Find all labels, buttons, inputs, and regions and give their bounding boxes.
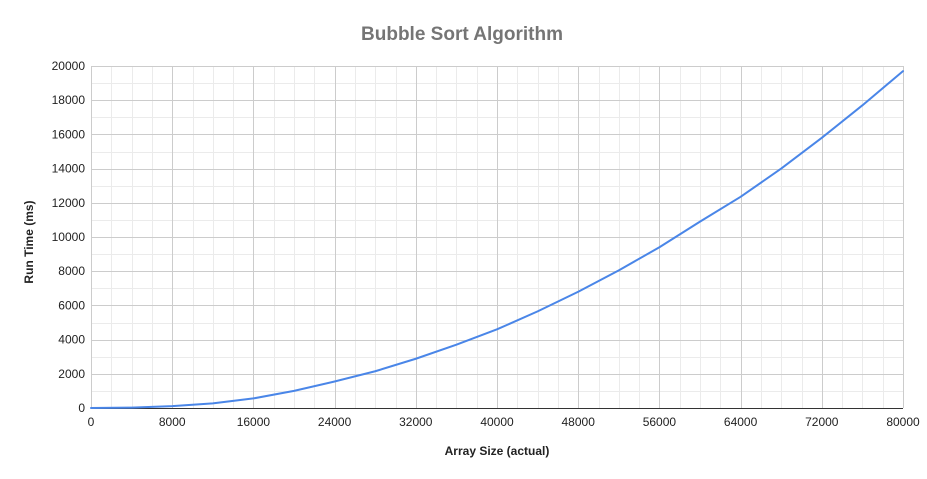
y-tick-label: 14000	[52, 162, 86, 176]
x-tick-label: 0	[88, 415, 95, 429]
x-axis-ticks: 0 8000 16000 24000 32000 40000 48000 56000 64000…	[88, 415, 920, 429]
gridlines	[91, 66, 904, 409]
y-tick-label: 12000	[52, 196, 86, 210]
y-tick-label: 10000	[52, 230, 86, 244]
x-tick-label: 48000	[562, 415, 596, 429]
y-tick-label: 2000	[58, 367, 85, 381]
y-tick-label: 20000	[52, 59, 86, 73]
y-tick-label: 6000	[58, 298, 85, 312]
series-line-1	[90, 70, 904, 409]
x-tick-label: 64000	[724, 415, 758, 429]
y-axis-title: Run Time (ms)	[22, 200, 36, 283]
x-tick-label: 8000	[159, 415, 186, 429]
y-tick-label: 0	[78, 401, 85, 415]
y-tick-label: 8000	[58, 264, 85, 278]
y-axis-ticks: 0 2000 4000 6000 8000 10000 12000 14000 16000 180…	[52, 59, 86, 415]
series-group	[90, 70, 904, 409]
x-tick-label: 24000	[318, 415, 352, 429]
y-tick-label: 16000	[52, 127, 86, 141]
chart-title: Bubble Sort Algorithm	[361, 24, 563, 45]
x-tick-label: 56000	[643, 415, 677, 429]
x-tick-label: 40000	[480, 415, 514, 429]
x-tick-label: 80000	[886, 415, 920, 429]
y-tick-label: 4000	[58, 333, 85, 347]
y-tick-label: 18000	[52, 93, 86, 107]
x-tick-label: 16000	[237, 415, 271, 429]
x-axis-title: Array Size (actual)	[445, 444, 550, 458]
x-tick-label: 72000	[805, 415, 839, 429]
x-tick-label: 32000	[399, 415, 433, 429]
